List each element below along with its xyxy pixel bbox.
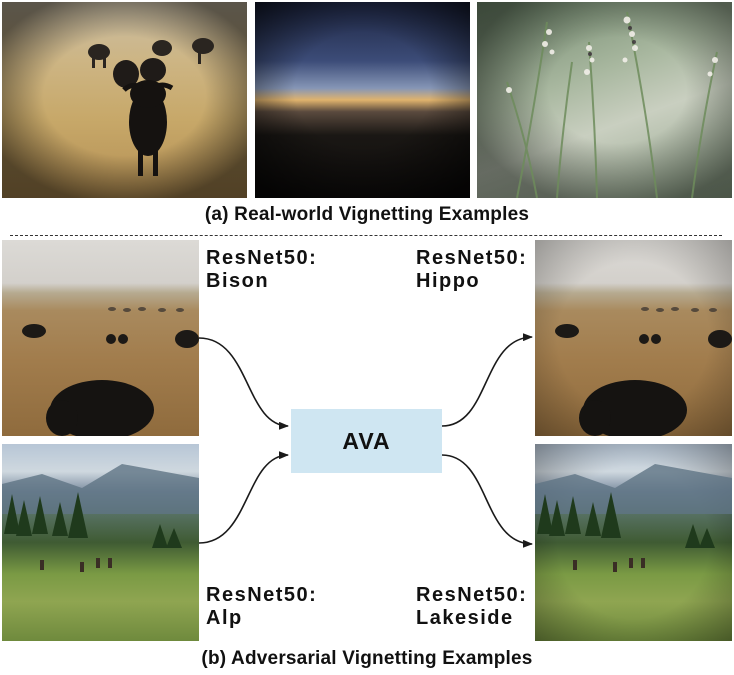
bison-scene [555,307,732,436]
photo-buffalo-herd [2,2,247,198]
photo-lavender-flowers [477,2,732,198]
image-alp-original [2,444,199,641]
image-bison-original [2,240,199,436]
buffalo-silhouettes [88,38,214,176]
dashed-divider [10,235,722,236]
ava-method-box: AVA [291,409,442,473]
caption-adversarial: (b) Adversarial Vignetting Examples [201,648,533,669]
arrow-alp-to-ava [198,451,289,544]
prediction-label-alp-original: Alp [206,607,243,629]
prediction-model-alp-original: ResNet50: [206,584,318,606]
ava-label: AVA [342,427,391,454]
prediction-label-bison-adversarial: Hippo [416,270,481,292]
bison-scene [22,307,199,436]
prediction-label-bison-original: Bison [206,270,270,292]
arrow-ava-to-alp-adversarial [441,454,533,548]
arrow-bison-to-ava [198,337,289,430]
prediction-model-alp-adversarial: ResNet50: [416,584,528,606]
caption-real-world: (a) Real-world Vignetting Examples [204,204,530,225]
arrow-ava-to-bison-adversarial [441,333,533,427]
photo-beach-sunset [255,2,470,198]
alpine-scene [2,464,199,572]
alpine-scene [535,464,732,572]
image-bison-adversarial [535,240,732,436]
image-alp-adversarial [535,444,732,641]
prediction-model-bison-adversarial: ResNet50: [416,247,528,269]
prediction-label-alp-adversarial: Lakeside [416,607,514,629]
prediction-model-bison-original: ResNet50: [206,247,318,269]
flower-stems [506,11,718,198]
